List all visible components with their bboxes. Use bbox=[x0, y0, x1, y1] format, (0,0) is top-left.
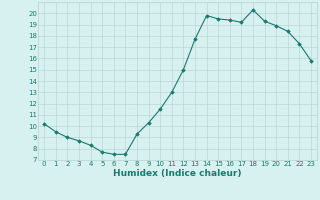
X-axis label: Humidex (Indice chaleur): Humidex (Indice chaleur) bbox=[113, 169, 242, 178]
